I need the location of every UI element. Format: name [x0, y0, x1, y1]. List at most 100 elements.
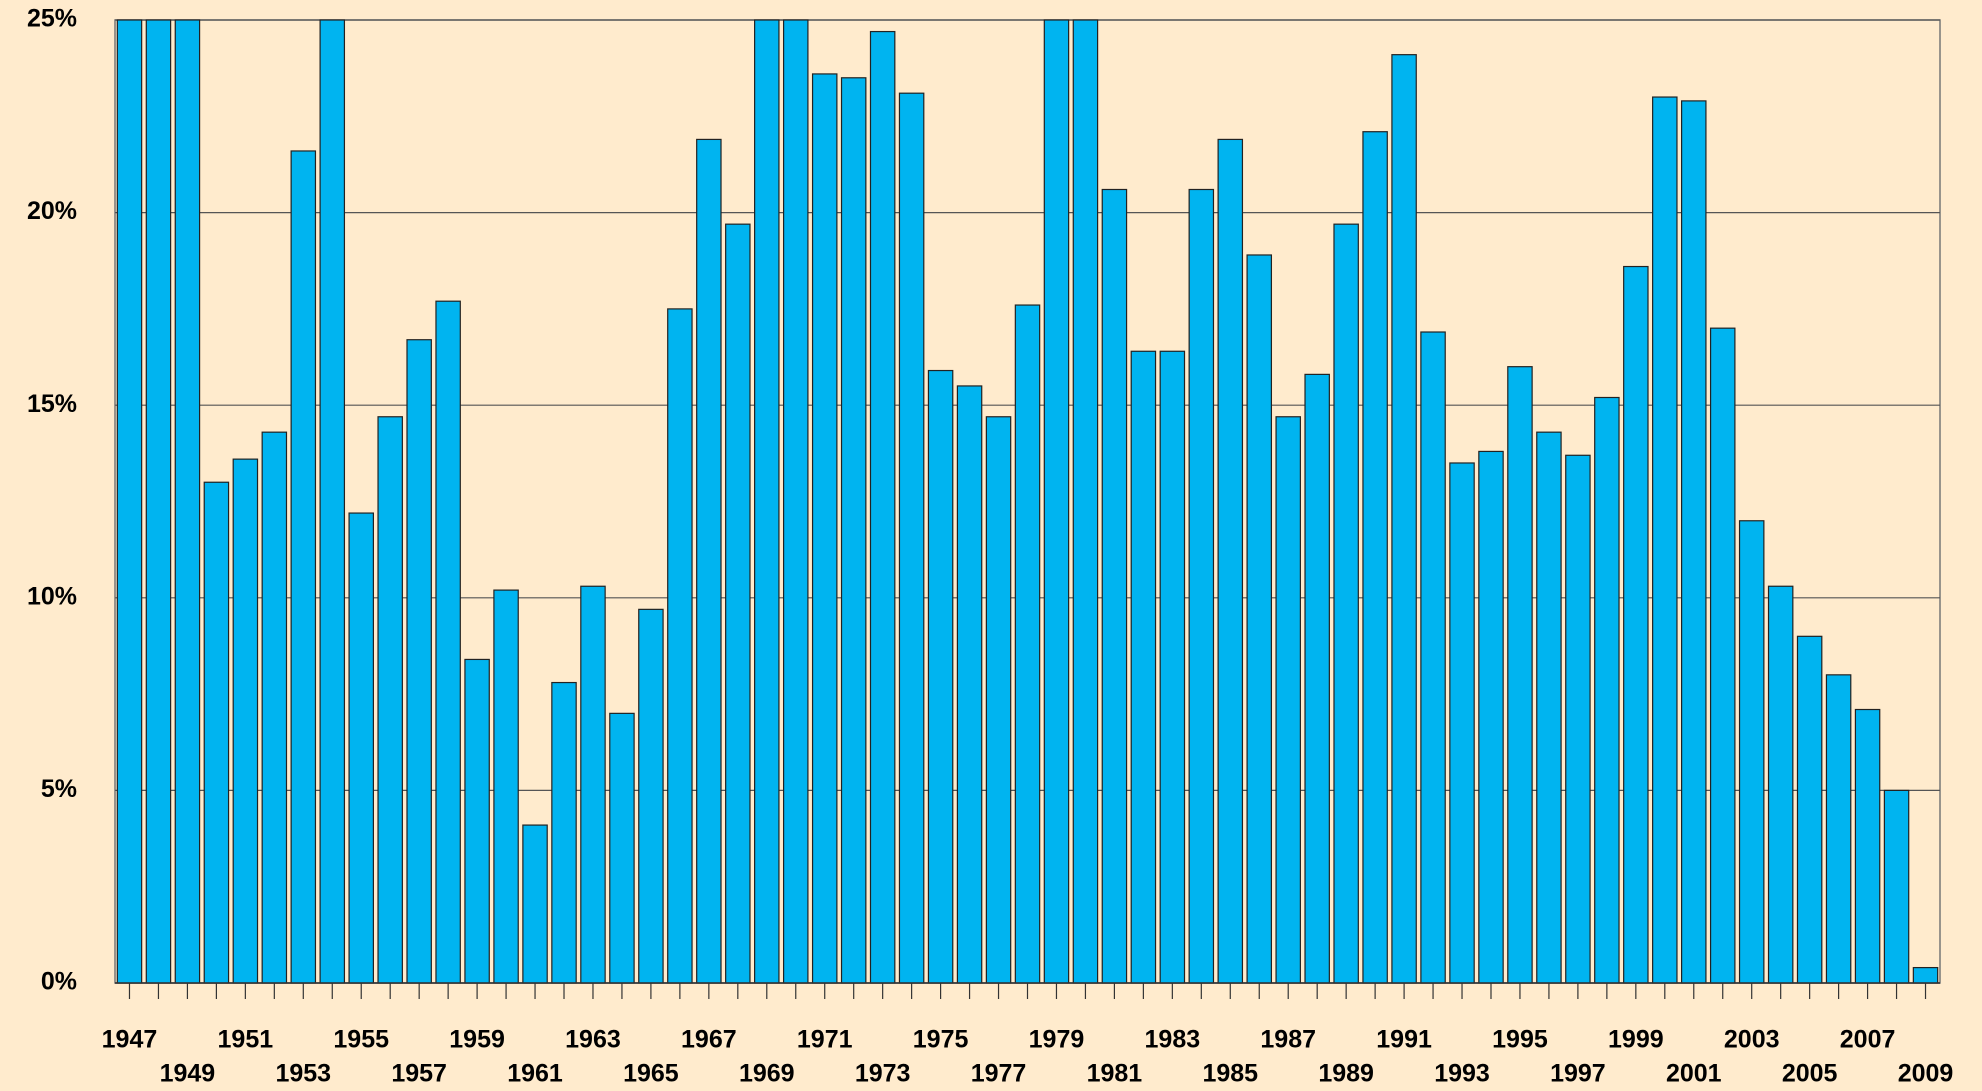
bar: [1652, 96, 1678, 984]
bar: [1623, 265, 1649, 984]
x-tick-label: 1949: [160, 1060, 216, 1088]
bar: [435, 300, 461, 984]
bar: [1391, 54, 1417, 984]
bar: [1188, 188, 1215, 984]
bar: [1362, 131, 1388, 984]
bar: [667, 308, 693, 984]
x-tick-label: 1947: [102, 1026, 158, 1054]
x-tick-label: 1987: [1260, 1026, 1316, 1054]
x-tick-label: 1993: [1434, 1060, 1490, 1088]
y-tick-label: 10%: [27, 582, 77, 610]
bar: [696, 138, 722, 984]
x-tick-label: 2005: [1782, 1060, 1838, 1088]
bar: [1333, 223, 1359, 984]
bar: [377, 416, 403, 984]
y-tick-label: 25%: [27, 5, 77, 33]
x-tick-label: 1977: [971, 1060, 1027, 1088]
bar: [1825, 674, 1852, 984]
bar: [1681, 100, 1707, 984]
bar: [782, 19, 809, 984]
bar: [174, 19, 201, 984]
y-tick-label: 15%: [27, 390, 77, 418]
x-tick-label: 1955: [333, 1026, 389, 1054]
bar: [927, 369, 954, 984]
x-tick-label: 1973: [855, 1060, 911, 1088]
bar: [1796, 635, 1823, 984]
bar: [869, 30, 896, 984]
bar: [348, 512, 374, 984]
x-tick-label: 1965: [623, 1060, 679, 1088]
x-tick-label: 1981: [1087, 1060, 1143, 1088]
bar: [1536, 431, 1562, 984]
x-tick-label: 2003: [1724, 1026, 1780, 1054]
x-tick-label: 1979: [1029, 1026, 1085, 1054]
bar: [1738, 520, 1765, 984]
bar: [1246, 254, 1273, 984]
bar: [1159, 350, 1186, 984]
bar: [1478, 450, 1504, 984]
x-tick-label: 1971: [797, 1026, 853, 1054]
bar: [811, 73, 838, 984]
y-tick-label: 5%: [41, 775, 77, 803]
bar: [1072, 19, 1099, 984]
x-tick-label: 1951: [218, 1026, 274, 1054]
bar: [725, 223, 751, 984]
bar: [1217, 138, 1244, 984]
x-tick-label: 1991: [1376, 1026, 1432, 1054]
y-tick-label: 0%: [41, 968, 77, 996]
bar: [1767, 585, 1794, 984]
bar: [464, 658, 490, 984]
bar: [406, 339, 432, 984]
bar: [1014, 304, 1041, 984]
x-tick-label: 1967: [681, 1026, 737, 1054]
x-tick-label: 1975: [913, 1026, 969, 1054]
bar: [898, 92, 925, 984]
bar: [1101, 188, 1128, 984]
bar: [1304, 373, 1330, 984]
x-tick-label: 1999: [1608, 1026, 1664, 1054]
x-tick-label: 1997: [1550, 1060, 1606, 1088]
x-tick-label: 2001: [1666, 1060, 1722, 1088]
x-tick-label: 1995: [1492, 1026, 1548, 1054]
x-tick-label: 1957: [391, 1060, 447, 1088]
x-tick-label: 1953: [275, 1060, 331, 1088]
bar: [522, 824, 548, 984]
x-tick-label: 1963: [565, 1026, 621, 1054]
bar: [1709, 327, 1736, 984]
bar: [1043, 19, 1070, 984]
x-tick-label: 1969: [739, 1060, 795, 1088]
x-tick-label: 1961: [507, 1060, 563, 1088]
bar: [145, 19, 172, 984]
bar: [232, 458, 259, 984]
x-tick-label: 1959: [449, 1026, 505, 1054]
y-tick-label: 20%: [27, 197, 77, 225]
bar: [261, 431, 288, 984]
bar: [1130, 350, 1157, 984]
bar: [1594, 396, 1620, 984]
bar: [840, 77, 867, 984]
bar: [609, 712, 635, 984]
x-tick-label: 1989: [1318, 1060, 1374, 1088]
bar: [203, 481, 230, 984]
bar: [1420, 331, 1446, 984]
x-tick-label: 2007: [1840, 1026, 1896, 1054]
bar: [1565, 454, 1591, 984]
x-tick-label: 2009: [1898, 1060, 1954, 1088]
bar: [956, 385, 983, 984]
bar: [319, 19, 346, 984]
bar: [580, 585, 606, 984]
bar: [493, 589, 519, 984]
bar: [116, 19, 143, 984]
bar: [638, 608, 664, 984]
bar: [754, 19, 780, 984]
bar: [290, 150, 317, 984]
bar: [1449, 462, 1475, 984]
bar: [985, 416, 1012, 984]
bar: [1912, 966, 1939, 984]
bar: [551, 681, 577, 984]
bar: [1507, 366, 1533, 984]
bar: [1275, 416, 1301, 984]
x-tick-label: 1985: [1202, 1060, 1258, 1088]
